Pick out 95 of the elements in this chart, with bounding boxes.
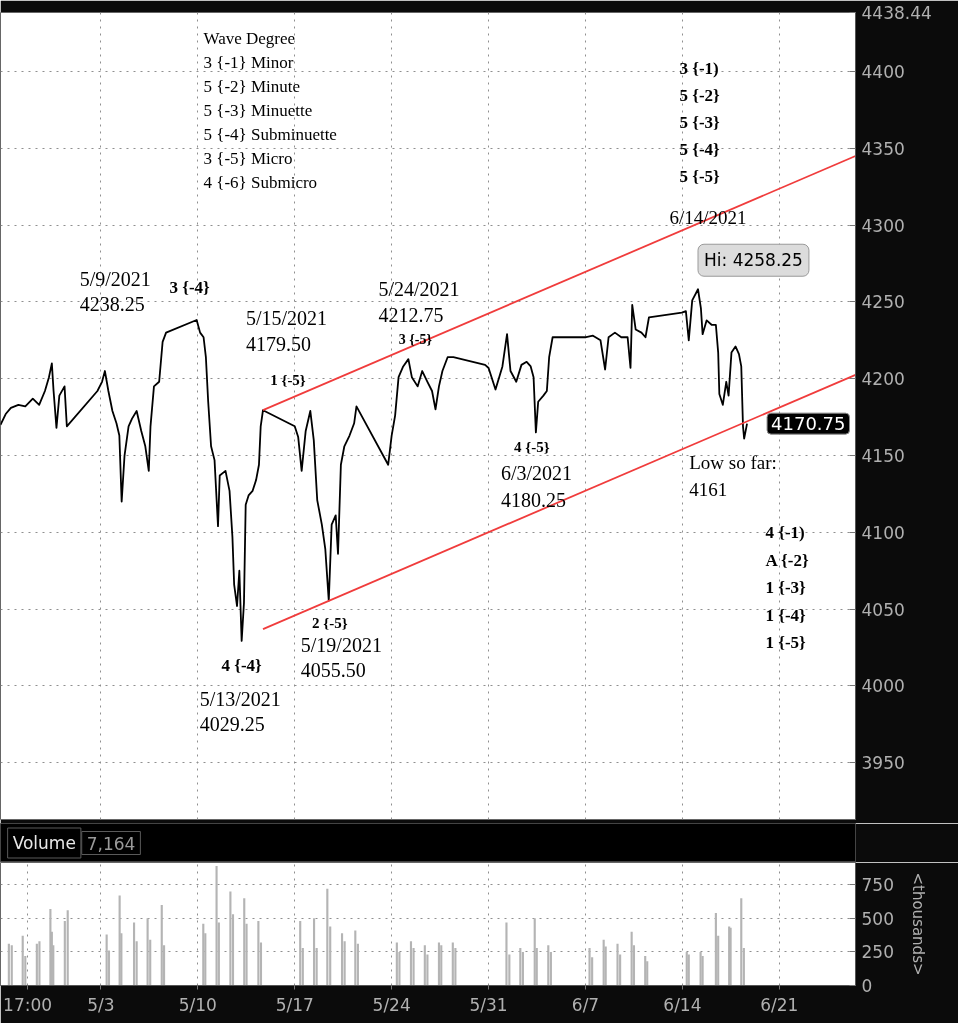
- bar: [202, 923, 205, 986]
- bar: [10, 945, 13, 986]
- bar: [521, 951, 524, 986]
- y-tick-label: 500: [861, 908, 894, 929]
- annotation: 6/3/2021 4180.25: [500, 462, 573, 512]
- bar: [701, 955, 704, 986]
- bar: [699, 951, 702, 986]
- x-tick-label: 17:00: [3, 994, 53, 1015]
- bar: [7, 943, 10, 986]
- y-tick-label: 4300: [861, 215, 905, 236]
- bar: [229, 891, 232, 986]
- annotation: 4 {-6} Submicro: [203, 173, 318, 193]
- bar: [454, 947, 457, 986]
- y-tick-label: 4050: [861, 599, 905, 620]
- annotation: 5/9/2021 4238.25: [79, 267, 151, 315]
- y-tick-label: 4100: [861, 522, 905, 543]
- x-tick-label: 6/21: [760, 994, 799, 1015]
- annotation: 4 {-4}: [221, 656, 263, 676]
- x-tick-label: 5/10: [178, 994, 217, 1015]
- bar: [215, 865, 218, 986]
- bar: [602, 939, 605, 986]
- annotation: Wave Degree: [203, 28, 296, 48]
- bar: [38, 941, 41, 986]
- bar: [437, 942, 441, 986]
- bar: [451, 942, 454, 986]
- bar: [354, 930, 357, 986]
- annotation: 5 {-2} Minute: [203, 76, 301, 96]
- y-tick-label: 4350: [861, 138, 905, 159]
- chart-title: Volume: [12, 833, 76, 853]
- annotation: Hi: 4258.25: [704, 250, 803, 271]
- x-tick-label: 5/31: [469, 994, 508, 1015]
- bar: [505, 922, 508, 986]
- x-tick-label: 5/3: [87, 994, 115, 1015]
- annotation: 5/24/2021 4212.75: [378, 278, 460, 327]
- bar: [105, 934, 108, 986]
- y-tick-label: 4438.44: [861, 3, 932, 23]
- bar: [21, 935, 24, 986]
- bar: [588, 947, 591, 986]
- bar: [409, 941, 413, 986]
- y-tick-label: 750: [861, 875, 894, 896]
- annotation: 5/19/2021 4055.50: [300, 633, 382, 681]
- bar: [533, 918, 536, 986]
- bar: [312, 918, 316, 986]
- annotation: 3 {-5} Micro: [203, 149, 293, 169]
- bar: [326, 888, 329, 986]
- bar: [257, 921, 260, 986]
- bar: [423, 945, 426, 986]
- annotation: 4 {-1) A {-2} 1 {-3} 1 {-4} 1 {-5}: [765, 523, 809, 653]
- annotation: 3 {-1} Minor: [203, 52, 294, 72]
- bar: [395, 942, 398, 986]
- chart-subtitle: 7,164: [86, 833, 136, 854]
- annotation: 4170.75: [771, 413, 846, 435]
- y-tick-label: 4400: [861, 62, 905, 83]
- annotation: 5/13/2021 4029.25: [199, 687, 281, 735]
- annotation: Low so far: 4161: [689, 452, 777, 501]
- bar: [160, 904, 163, 986]
- annotation: 3 {-4}: [169, 278, 211, 298]
- annotation: 4 {-5}: [514, 439, 550, 456]
- annotation: 5 {-4} Subminuette: [203, 125, 337, 145]
- annotation: 5 {-3} Minuette: [203, 101, 313, 121]
- x-tick-label: 6/14: [663, 994, 702, 1015]
- bar: [243, 898, 246, 986]
- bar: [66, 910, 69, 986]
- y-axis-title: <thousands>: [908, 872, 927, 976]
- y-tick-label: 0: [861, 976, 873, 996]
- x-tick-label: 5/17: [275, 994, 314, 1015]
- bar: [340, 933, 344, 986]
- bar: [616, 943, 619, 986]
- bar: [49, 908, 52, 986]
- bar: [644, 955, 647, 986]
- y-tick-label: 250: [861, 942, 894, 963]
- y-tick-label: 4250: [861, 292, 905, 313]
- bar: [687, 954, 690, 986]
- bar: [146, 918, 149, 986]
- bar: [440, 945, 443, 986]
- bar: [519, 947, 522, 986]
- y-tick-label: 3950: [861, 753, 905, 774]
- annotation: 5/15/2021 4179.50: [246, 307, 328, 356]
- y-tick-label: 4150: [861, 446, 905, 466]
- x-tick-label: 6/7: [571, 994, 600, 1015]
- x-tick-label: 5/24: [372, 994, 411, 1015]
- annotation: 3 {-5}: [398, 331, 433, 347]
- bar: [547, 945, 550, 986]
- bar: [714, 912, 717, 986]
- bar: [630, 931, 633, 986]
- annotation: 3 {-1) 5 {-2} 5 {-3} 5 {-4} 5 {-5}: [679, 59, 721, 187]
- annotation: 2 {-5}: [311, 614, 348, 631]
- bar: [132, 922, 136, 986]
- annotation: 1 {-5}: [270, 372, 306, 389]
- y-tick-label: 4000: [861, 676, 905, 697]
- bar: [299, 921, 302, 986]
- bar: [740, 898, 743, 986]
- bar: [685, 951, 688, 986]
- bar: [35, 943, 38, 986]
- y-tick-label: 4200: [861, 369, 905, 390]
